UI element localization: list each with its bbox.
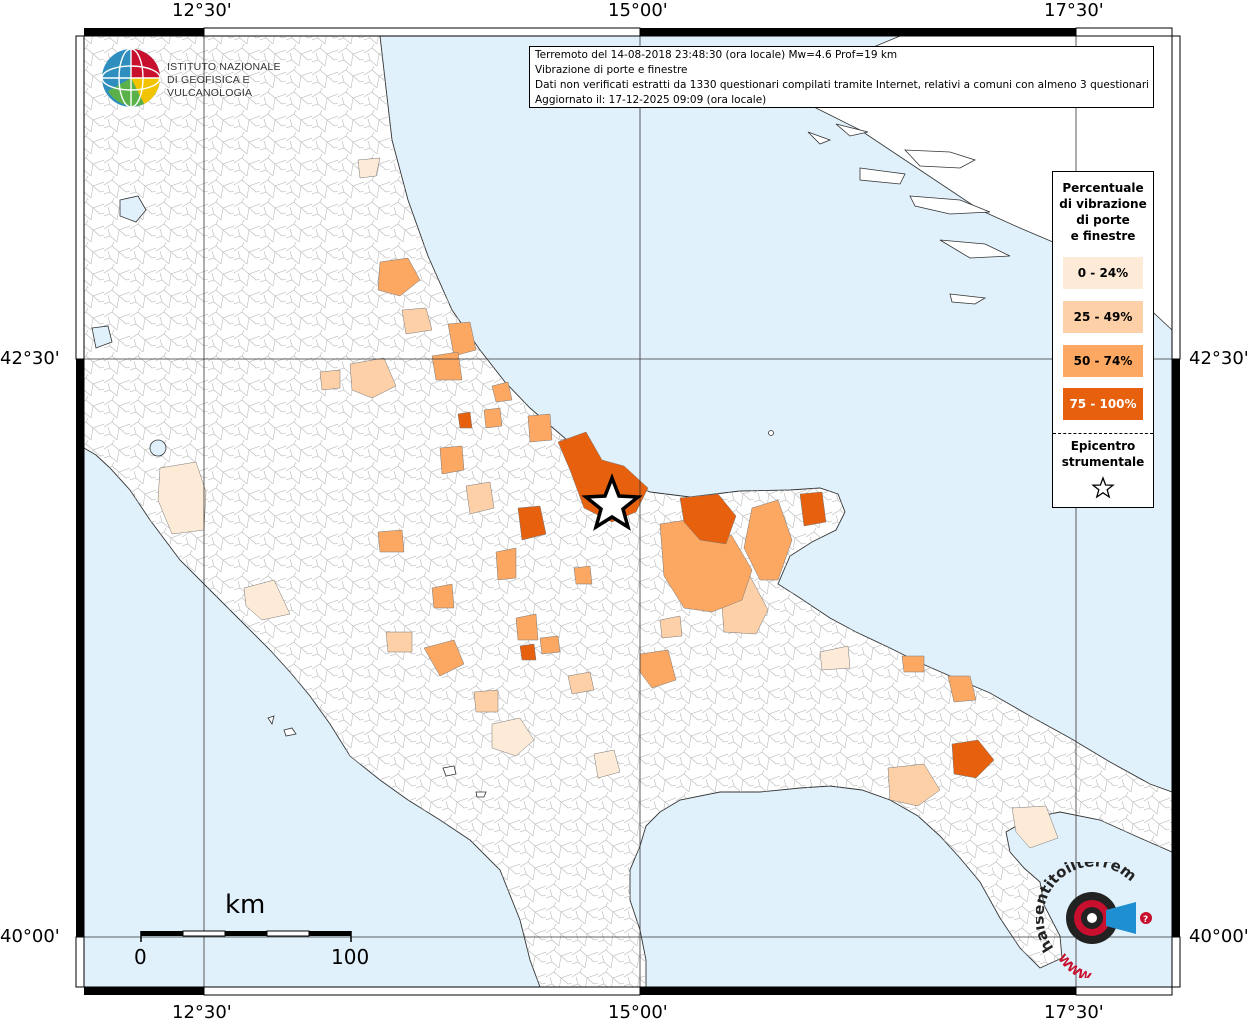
lon-tick-label: 12°30' (172, 1002, 232, 1023)
legend-swatch: 50 - 74% (1063, 345, 1143, 377)
croatian-island (859, 167, 906, 185)
class-25-49 (319, 307, 941, 807)
scale-bar (140, 930, 352, 942)
ponza-island (267, 715, 275, 725)
map-frame (75, 27, 1181, 996)
event-updated: Aggiornato il: 17-12-2025 09:09 (ora loc… (535, 94, 767, 106)
event-title: Terremoto del 14-08-2018 23:48:30 (ora l… (535, 49, 898, 61)
legend-epicenter-line: Epicentro (1070, 439, 1136, 453)
haisentito-logo: haisentitoilterremoto.it WWW. ? (1036, 862, 1152, 978)
legend-swatch: 25 - 49% (1063, 301, 1143, 333)
ventotene-island (283, 727, 297, 737)
capri-island (475, 791, 487, 798)
ischia-island (442, 765, 457, 777)
legend-epicenter-line: strumentale (1061, 455, 1145, 469)
globe-icon (101, 48, 161, 108)
legend-title: Percentuale di vibrazione di porte e fin… (1053, 180, 1153, 244)
event-parameter: Vibrazione di porte e finestre (535, 64, 688, 76)
scale-unit: km (225, 890, 266, 920)
lon-tick-label: 15°00' (608, 1002, 668, 1023)
lat-tick-label: 42°30' (0, 348, 60, 369)
lat-tick-label: 42°30' (1189, 348, 1249, 369)
scale-end: 100 (331, 945, 370, 969)
scale-start: 0 (134, 945, 147, 969)
croatian-island (904, 149, 977, 169)
legend-swatch: 0 - 24% (1063, 257, 1143, 289)
legend-title-line: Percentuale (1062, 181, 1144, 195)
legend-title-line: di porte (1076, 213, 1130, 227)
class-0-24 (157, 157, 1059, 849)
class-50-74 (377, 257, 977, 703)
croatian-island (807, 131, 832, 145)
croatian-island (835, 123, 869, 137)
logo-line-2: DI GEOFISICA E VULCANOLOGIA (167, 74, 253, 99)
logo-line-1: ISTITUTO NAZIONALE (167, 61, 281, 73)
lake-trasimeno (119, 195, 147, 223)
lake-bracciano (149, 439, 167, 457)
lake-bolsena (91, 325, 113, 349)
legend-title-line: di vibrazione (1059, 197, 1147, 211)
graticule (84, 36, 1172, 987)
event-data-note: Dati non verificati estratti da 1330 que… (535, 79, 1148, 91)
lon-tick-label: 17°30' (1044, 0, 1104, 21)
megaphone-icon (1106, 902, 1136, 934)
legend-divider (1053, 433, 1153, 434)
legend-title-line: e finestre (1070, 229, 1136, 243)
legend-swatch-label: 25 - 49% (1073, 310, 1133, 324)
croatian-island (909, 195, 991, 215)
lon-tick-label: 12°30' (172, 0, 232, 21)
lat-tick-label: 40°00' (0, 926, 60, 947)
epicenter-star (581, 473, 643, 531)
croatian-island (939, 239, 1011, 259)
lon-tick-label: 15°00' (608, 0, 668, 21)
legend-swatch-label: 50 - 74% (1073, 354, 1133, 368)
lon-tick-label: 17°30' (1044, 1002, 1104, 1023)
legend-swatch-label: 0 - 24% (1077, 266, 1129, 280)
event-info-box: Terremoto del 14-08-2018 23:48:30 (ora l… (529, 46, 1154, 108)
legend-swatch-label: 75 - 100% (1069, 397, 1137, 411)
lat-tick-label: 40°00' (1189, 926, 1249, 947)
legend: Percentuale di vibrazione di porte e fin… (1052, 171, 1154, 508)
star-icon (1091, 476, 1115, 499)
croatian-island (949, 293, 987, 305)
svg-text:?: ? (1143, 915, 1148, 925)
badge-url: WWW. (1055, 951, 1095, 978)
legend-epicenter-title: Epicentro strumentale (1053, 438, 1153, 470)
legend-swatch: 75 - 100% (1063, 388, 1143, 420)
ingv-logo: ISTITUTO NAZIONALE DI GEOFISICA E VULCAN… (100, 47, 320, 111)
tremiti-islands (768, 430, 774, 436)
